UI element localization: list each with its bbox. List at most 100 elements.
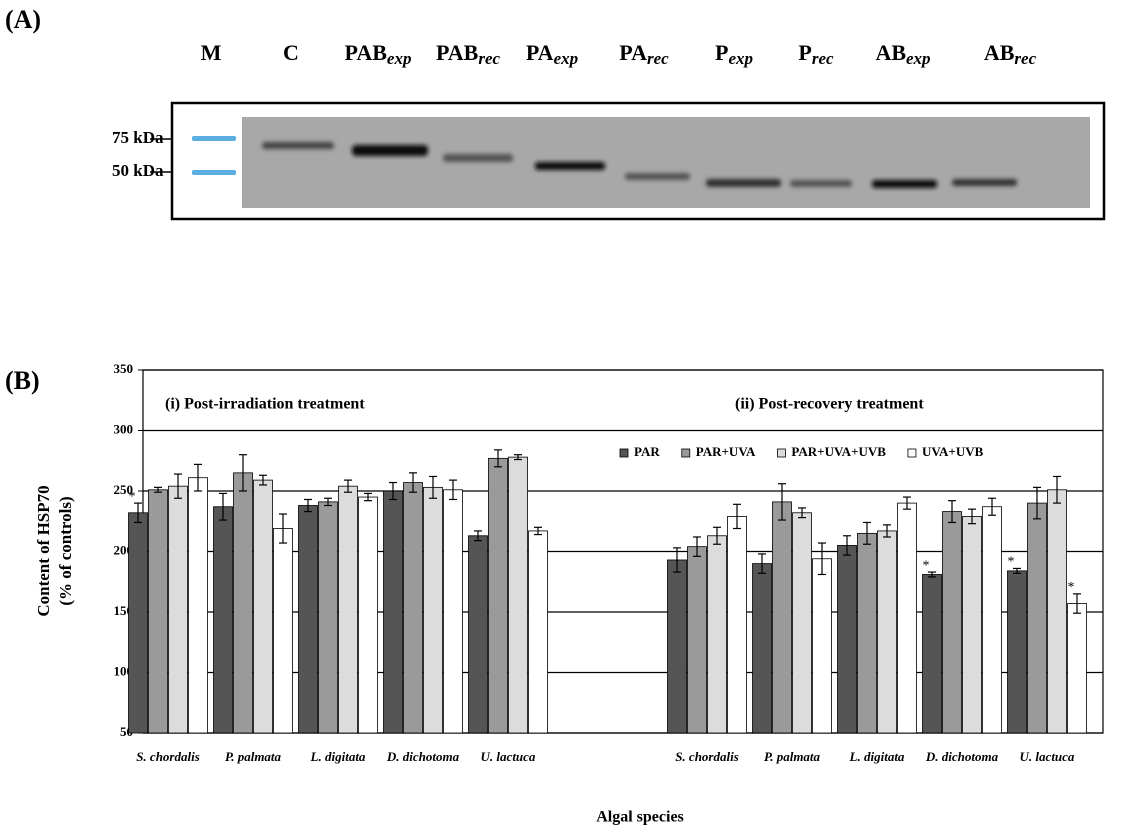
bar	[1048, 490, 1067, 733]
bar	[444, 490, 463, 733]
blot-image	[242, 117, 1090, 208]
bar	[149, 490, 168, 733]
lane-label: Prec	[798, 40, 834, 68]
x-tick-label: L. digitata	[849, 749, 905, 764]
x-tick-label: D. dichotoma	[925, 749, 999, 764]
band	[262, 142, 334, 149]
lane-base: C	[283, 40, 299, 65]
band	[706, 179, 781, 187]
band	[625, 173, 690, 180]
lane-base: PAB	[345, 40, 388, 65]
significance-mark: *	[129, 489, 136, 504]
lane-sub: rec	[1014, 49, 1036, 68]
bar	[813, 559, 832, 733]
figure: (A) (B) M C PABexp PABrec PAexp PArec Pe…	[0, 0, 1140, 829]
bar	[469, 536, 488, 733]
group-label: (ii) Post-recovery treatment	[735, 396, 924, 413]
band	[952, 179, 1017, 186]
bar	[359, 497, 378, 733]
x-tick-label: S. chordalis	[675, 749, 739, 764]
lane-base: PA	[619, 40, 647, 65]
x-tick-label: S. chordalis	[136, 749, 200, 764]
bar	[169, 486, 188, 733]
ladder-band	[192, 170, 236, 175]
lane-base: P	[798, 40, 811, 65]
lane-base: PAB	[436, 40, 479, 65]
lane-label: Pexp	[715, 40, 753, 68]
bar	[129, 513, 148, 733]
panel-label: (B)	[5, 366, 40, 395]
y-tick-label: 300	[114, 421, 134, 436]
bar	[509, 457, 528, 733]
bar	[384, 491, 403, 733]
y-axis-label: Content of HSP70	[34, 485, 53, 616]
bar	[668, 560, 687, 733]
significance-mark: *	[1068, 580, 1075, 595]
bar	[983, 507, 1002, 733]
bar	[1068, 604, 1087, 733]
band	[872, 180, 937, 188]
bar	[214, 507, 233, 733]
x-tick-label: D. dichotoma	[386, 749, 460, 764]
x-tick-label: L. digitata	[310, 749, 366, 764]
lane-base: AB	[984, 40, 1015, 65]
bar	[254, 480, 273, 733]
lane-sub: rec	[647, 49, 669, 68]
bar	[489, 458, 508, 733]
bar	[898, 503, 917, 733]
bar	[923, 574, 942, 733]
x-axis-label: Algal species	[596, 809, 684, 826]
lane-base: PA	[526, 40, 554, 65]
bar	[878, 531, 897, 733]
x-tick-label: P. palmata	[764, 749, 821, 764]
bar	[234, 473, 253, 733]
x-tick-label: U. lactuca	[481, 749, 536, 764]
panel-label: (A)	[5, 5, 41, 34]
band	[535, 162, 605, 170]
lane-label: ABrec	[984, 40, 1037, 68]
ladder-band	[192, 136, 236, 141]
lane-label: PArec	[619, 40, 669, 68]
bar	[1028, 503, 1047, 733]
bar	[838, 545, 857, 733]
lane-sub: exp	[554, 49, 579, 68]
legend-swatch	[908, 449, 916, 457]
legend-label: UVA+UVB	[922, 444, 984, 459]
legend-swatch	[682, 449, 690, 457]
bar	[404, 483, 423, 733]
significance-mark: *	[1008, 555, 1015, 570]
band	[352, 145, 428, 156]
bar	[728, 516, 747, 733]
group-label: (i) Post-irradiation treatment	[165, 396, 365, 413]
bar	[274, 529, 293, 733]
legend-label: PAR	[634, 444, 660, 459]
x-tick-label: P. palmata	[225, 749, 282, 764]
lane-label: PAexp	[526, 40, 578, 68]
bar	[319, 502, 338, 733]
marker-label: 50 kDa	[112, 161, 164, 180]
lane-base: P	[715, 40, 728, 65]
bar	[529, 531, 548, 733]
band	[790, 180, 852, 187]
significance-mark: *	[923, 558, 930, 573]
lane-sub: rec	[478, 49, 500, 68]
y-tick-label: 350	[114, 361, 134, 376]
bar	[963, 516, 982, 733]
bar	[708, 536, 727, 733]
bar	[753, 564, 772, 733]
lane-sub: rec	[812, 49, 834, 68]
lane-base: M	[201, 40, 222, 65]
page: (A) (B) M C PABexp PABrec PAexp PArec Pe…	[0, 0, 1140, 829]
legend-label: PAR+UVA+UVB	[791, 444, 886, 459]
lane-sub: exp	[906, 49, 931, 68]
legend-swatch	[777, 449, 785, 457]
lane-base: AB	[875, 40, 906, 65]
bar	[688, 547, 707, 733]
bar	[299, 506, 318, 733]
lane-label: PABexp	[345, 40, 412, 68]
bar	[1008, 571, 1027, 733]
lane-sub: exp	[728, 49, 753, 68]
bar	[793, 513, 812, 733]
bar	[943, 512, 962, 733]
lane-label: M	[201, 40, 222, 65]
